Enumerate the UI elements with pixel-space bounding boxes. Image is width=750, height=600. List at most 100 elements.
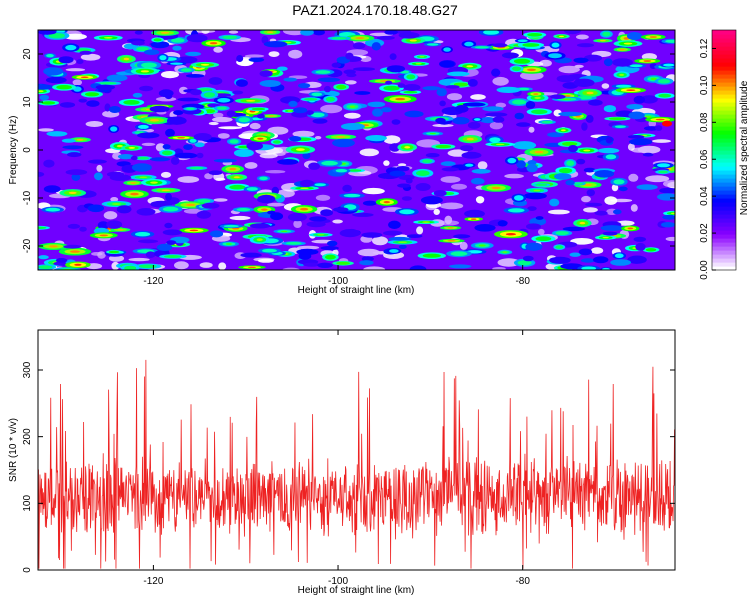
spectrogram-blob — [86, 100, 100, 107]
spectrogram-gap — [213, 112, 224, 118]
spectrogram-blob — [150, 119, 159, 122]
spectrogram-gap — [218, 262, 227, 270]
spectrogram-blob — [268, 115, 275, 117]
spectrogram-blob — [613, 179, 625, 185]
spectrogram-blob — [131, 40, 145, 46]
spectrogram-blob — [162, 144, 171, 150]
spectrogram-panel — [38, 30, 675, 270]
colorbar-swatch — [712, 242, 736, 247]
spectrogram-blob — [246, 141, 263, 151]
spectrogram-blob — [474, 46, 489, 49]
colorbar-swatch — [712, 234, 736, 239]
spectrogram-blob — [535, 183, 548, 187]
spectrogram-blob — [208, 77, 223, 85]
spectrogram-blob — [385, 80, 393, 85]
spectrogram-blob — [38, 84, 54, 90]
snr-series-line — [38, 359, 675, 569]
spectrogram-gap — [574, 64, 584, 68]
spectrogram-peak — [662, 120, 672, 127]
y-tick-label: 20 — [22, 48, 33, 60]
spectrogram-blob — [84, 92, 100, 97]
spectrogram-blob — [43, 67, 63, 76]
spectrogram-gap — [259, 153, 278, 159]
spectrogram-blob — [162, 229, 183, 236]
spectrogram-blob — [535, 236, 552, 241]
spectrogram-gap — [128, 257, 150, 262]
spectrogram-blob — [655, 118, 665, 121]
spectrogram-blob — [261, 35, 269, 44]
spectrogram-blob — [527, 68, 536, 72]
colorbar-tick-label: 0.08 — [699, 112, 710, 132]
spectrogram-blob — [99, 82, 117, 85]
spectrogram-blob — [233, 149, 254, 157]
spectrogram-blob — [43, 185, 61, 193]
spectrogram-blob — [389, 143, 401, 152]
spectrogram-blob — [165, 193, 172, 201]
spectrogram-blob — [602, 267, 610, 270]
spectrogram-blob — [141, 62, 157, 68]
spectrogram-blob — [452, 117, 470, 125]
colorbar-swatch — [712, 170, 736, 175]
spectrogram-blob — [480, 117, 496, 124]
spectrogram-gap — [213, 46, 223, 53]
spectrogram-blob — [602, 231, 618, 236]
spectrogram-blob — [46, 54, 54, 58]
spectrogram-blob — [525, 101, 536, 109]
spectrogram-blob — [302, 152, 311, 160]
spectrogram-gap — [492, 267, 506, 270]
spectrogram-blob — [166, 240, 177, 246]
spectrogram-gap — [440, 176, 461, 183]
spectrogram-blob — [626, 104, 644, 110]
colorbar-swatch — [712, 78, 736, 83]
spectrogram-blob — [389, 249, 399, 253]
spectrogram-blob — [516, 160, 526, 169]
spectrogram-blob — [372, 108, 383, 117]
spectrogram-blob — [342, 184, 352, 192]
spectrogram-blob — [613, 209, 622, 215]
spectrogram-gap — [97, 251, 106, 259]
spectrogram-blob — [623, 42, 633, 45]
spectrogram-blob — [71, 173, 81, 181]
spectrogram-blob — [235, 79, 248, 87]
spectrogram-blob — [355, 37, 365, 40]
spectrogram-blob — [317, 234, 325, 236]
spectrogram-blob — [556, 75, 575, 83]
colorbar-swatch — [712, 250, 736, 255]
colorbar-swatch — [712, 222, 736, 227]
spectrogram-blob — [383, 85, 400, 91]
spectrogram-gap — [179, 86, 188, 95]
spectrogram-blob — [492, 43, 508, 48]
spectrogram-blob — [240, 252, 262, 258]
spectrogram-blob — [383, 201, 391, 204]
spectrogram-blob — [404, 110, 424, 118]
spectrogram-blob — [216, 106, 227, 110]
spectrogram-blob — [257, 113, 265, 119]
spectrogram-blob — [471, 177, 485, 185]
spectrogram-blob — [568, 145, 578, 153]
colorbar-swatch — [712, 178, 736, 183]
spectrogram-blob — [238, 117, 250, 123]
spectrogram-gap — [459, 241, 468, 250]
spectrogram-gap — [111, 261, 120, 270]
colorbar-swatch — [712, 202, 736, 207]
spectrogram-blob — [586, 189, 595, 197]
spectrogram-blob — [185, 107, 195, 111]
spectrogram-gap — [63, 33, 87, 40]
spectrogram-blob — [502, 251, 507, 253]
spectrogram-blob — [629, 138, 653, 146]
spectrogram-blob — [460, 145, 474, 152]
spectrogram-blob — [658, 93, 672, 98]
spectrogram-blob — [399, 209, 415, 215]
spectrogram-blob — [170, 156, 180, 165]
spectrogram-blob — [593, 256, 609, 264]
spectrogram-blob — [663, 63, 675, 67]
spectrogram-blob — [287, 212, 307, 222]
spectrogram-blob — [193, 133, 212, 141]
colorbar-swatch — [712, 58, 736, 63]
colorbar-swatch — [712, 198, 736, 203]
spectrogram-blob — [321, 160, 338, 166]
spectrogram-blob — [657, 163, 670, 168]
spectrogram-blob — [320, 209, 333, 217]
spectrogram-blob — [420, 196, 443, 205]
